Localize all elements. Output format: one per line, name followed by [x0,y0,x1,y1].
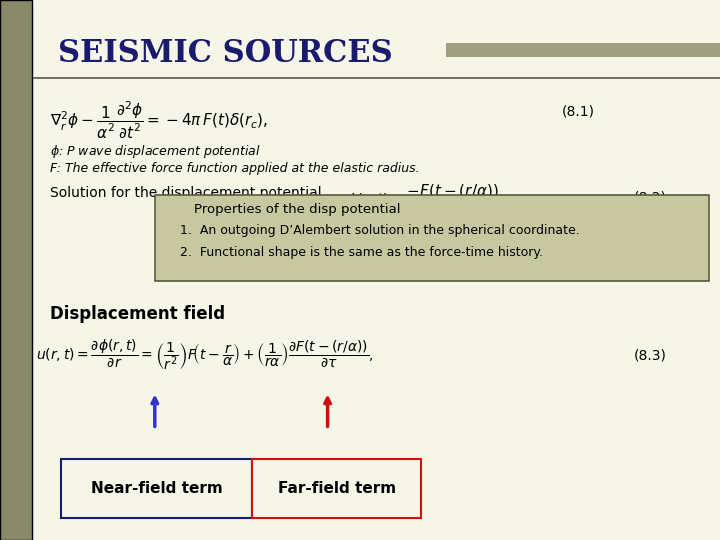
Text: Properties of the disp potential: Properties of the disp potential [194,202,401,215]
Text: $\nabla_r^2\phi - \dfrac{1}{\alpha^2}\dfrac{\partial^2\phi}{\partial t^2} = -4\p: $\nabla_r^2\phi - \dfrac{1}{\alpha^2}\df… [50,100,269,141]
FancyBboxPatch shape [61,459,252,518]
Text: $u(r,t)=\dfrac{\partial\phi(r,t)}{\partial r}=\left(\dfrac{1}{r^2}\right)F\!\lef: $u(r,t)=\dfrac{\partial\phi(r,t)}{\parti… [36,338,374,373]
Text: SEISMIC SOURCES: SEISMIC SOURCES [58,38,392,69]
Text: Near-field term: Near-field term [91,481,222,496]
Text: 2.  Functional shape is the same as the force-time history.: 2. Functional shape is the same as the f… [180,246,543,259]
Text: Displacement field: Displacement field [50,305,225,323]
Text: 1.  An outgoing D’Alembert solution in the spherical coordinate.: 1. An outgoing D’Alembert solution in th… [180,224,580,237]
Text: F: The effective force function applied at the elastic radius.: F: The effective force function applied … [50,162,420,175]
FancyBboxPatch shape [446,43,720,57]
Text: (8.1): (8.1) [562,104,595,118]
Text: Solution for the displacement potential: Solution for the displacement potential [50,186,322,200]
FancyBboxPatch shape [252,459,421,518]
Text: (8.2): (8.2) [634,191,667,205]
FancyBboxPatch shape [155,195,709,281]
Text: $\phi$: P wave displacement potential: $\phi$: P wave displacement potential [50,143,261,160]
Text: (8.3): (8.3) [634,348,667,362]
Text: Far-field term: Far-field term [278,481,396,496]
Text: $\phi(r,t)=\dfrac{-F(t-(r/\alpha))}{r},$: $\phi(r,t)=\dfrac{-F(t-(r/\alpha))}{r},$ [346,182,505,216]
